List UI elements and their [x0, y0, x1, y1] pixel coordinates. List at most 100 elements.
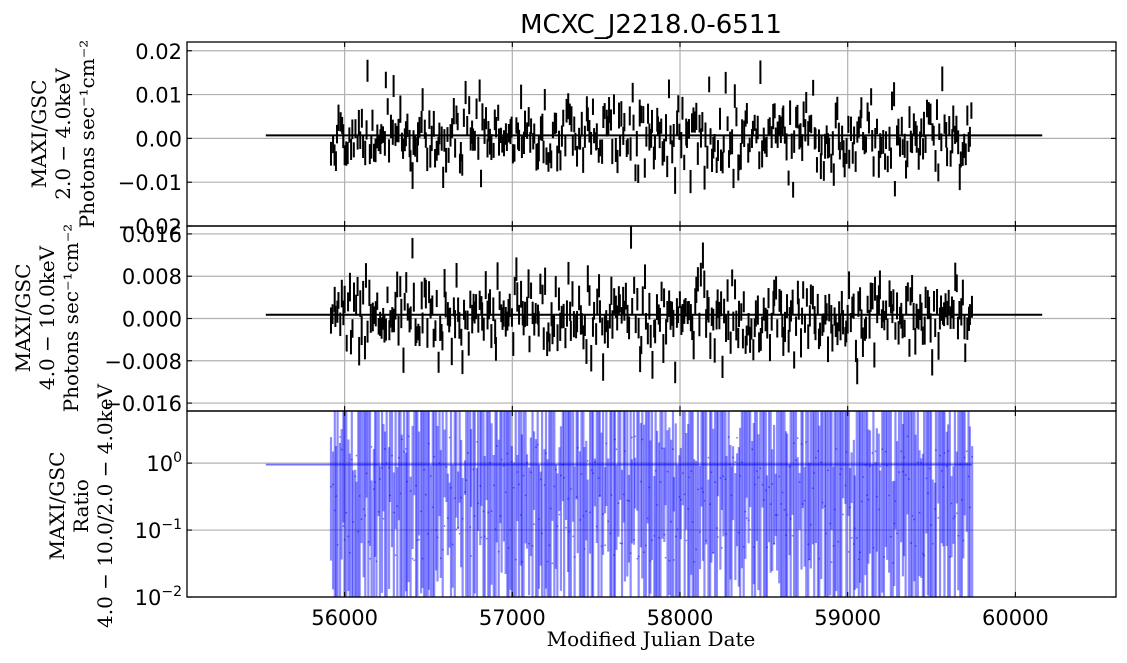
ratio-data-point — [960, 498, 963, 501]
hard-band-ylabel-line-1: MAXI/GSC — [11, 264, 35, 373]
ratio-data-point — [857, 558, 860, 561]
ratio-data-point — [791, 534, 794, 537]
ratio-data-point — [930, 524, 932, 527]
ratio-data-point — [763, 499, 765, 501]
ratio-data-point — [962, 539, 965, 542]
ratio-data-point — [565, 526, 567, 529]
ratio-data-point — [879, 465, 882, 468]
ratio-data-point — [448, 436, 451, 439]
ratio-data-point — [889, 535, 892, 538]
ratio-data-point — [853, 527, 856, 530]
ratio-data-point — [837, 540, 840, 543]
hard-band-panel: 0.016 0.008 0.000 −0.008 −0.016 MAXI/GSC 4.0… — [11, 223, 1117, 416]
ratio-data-point — [967, 475, 970, 478]
ratio-data-point — [811, 487, 814, 490]
ratio-data-point — [382, 517, 385, 520]
ratio-data-point — [538, 518, 540, 521]
ratio-data-point — [741, 461, 743, 464]
ratio-data-point — [614, 438, 616, 441]
ratio-data-point — [874, 450, 877, 453]
ratio-data-point — [935, 449, 937, 452]
ratio-data-point — [433, 455, 436, 458]
ratio-data-point — [533, 523, 535, 526]
ratio-data-point — [709, 503, 712, 506]
ratio-y-tick-label: 10−1 — [135, 517, 182, 543]
ratio-data-point — [877, 508, 880, 511]
ratio-data-point — [849, 506, 851, 509]
ratio-data-point — [795, 459, 797, 462]
ratio-data-point — [807, 543, 810, 546]
hard-band-y-tick-label: 0.008 — [122, 265, 182, 289]
ratio-data-point — [551, 562, 554, 565]
hard-band-y-axis-label: MAXI/GSC 4.0 − 10.0keV Photons sec⁻¹cm⁻² — [11, 224, 83, 413]
soft-band-y-tick-label: 0.01 — [135, 84, 182, 108]
ratio-data-point — [643, 551, 646, 554]
ratio-data-point — [847, 550, 850, 553]
ratio-data-point — [460, 496, 463, 499]
ratio-data-point — [830, 561, 833, 564]
ratio-data-point — [529, 471, 532, 474]
ratio-data-point — [418, 538, 420, 541]
ratio-data-point — [651, 539, 653, 542]
ratio-data-point — [757, 476, 760, 479]
ratio-data-point — [369, 557, 371, 560]
ratio-data-point — [624, 450, 626, 453]
ratio-data-point — [589, 511, 591, 514]
ratio-data-point — [891, 562, 894, 564]
ratio-data-point — [691, 521, 694, 523]
ratio-data-point — [473, 515, 476, 517]
ratio-data-point — [769, 503, 772, 506]
ratio-data-point — [582, 514, 585, 517]
ratio-data-point — [937, 516, 940, 519]
ratio-data-point — [641, 438, 644, 441]
ratio-data-point — [392, 511, 395, 514]
ratio-data-point — [948, 555, 951, 558]
ratio-data-point — [693, 560, 696, 563]
ratio-data-point — [483, 535, 486, 538]
ratio-data-point — [556, 525, 559, 528]
ratio-data-point — [898, 471, 900, 474]
ratio-data-point — [500, 458, 503, 461]
ratio-data-point — [931, 542, 934, 545]
ratio-data-point — [875, 495, 878, 498]
ratio-data-point — [482, 510, 485, 513]
ratio-data-point — [541, 532, 543, 535]
ratio-data-point — [908, 478, 910, 480]
ratio-data-point — [457, 526, 460, 529]
ratio-data-point — [920, 461, 923, 464]
ratio-data-point — [535, 446, 537, 449]
ratio-data-point — [727, 436, 730, 438]
ratio-data-point — [600, 545, 603, 548]
ratio-data-point — [403, 450, 405, 453]
ratio-data-point — [488, 461, 491, 464]
ratio-data-point — [605, 442, 608, 445]
ratio-data-point — [903, 456, 905, 459]
ratio-data-point — [801, 503, 804, 505]
ratio-data-point — [942, 486, 945, 488]
ratio-data-point — [385, 462, 388, 464]
ratio-data-point — [467, 452, 469, 454]
ratio-data-point — [345, 511, 348, 514]
ratio-data-point — [971, 455, 974, 458]
ratio-data-point — [725, 532, 728, 535]
ratio-data-point — [421, 557, 424, 560]
ratio-data-point — [739, 474, 742, 477]
ratio-data-point — [755, 470, 758, 472]
ratio-data-point — [855, 537, 858, 539]
ratio-data-point — [626, 499, 629, 502]
ratio-data-point — [330, 485, 332, 488]
ratio-data-point — [592, 472, 594, 475]
ratio-data-point — [548, 544, 551, 547]
ratio-data-point — [472, 468, 475, 471]
ratio-data-point — [377, 510, 380, 513]
ratio-data — [265, 411, 974, 597]
hard-band-y-tick-label: −0.008 — [104, 350, 182, 374]
ratio-data-point — [761, 483, 764, 486]
hard-band-data — [265, 226, 1043, 385]
ratio-data-point — [469, 526, 472, 529]
ratio-data-point — [595, 525, 598, 528]
ratio-data-point — [347, 535, 350, 538]
ratio-data-point — [396, 505, 399, 508]
ratio-data-point — [904, 474, 907, 477]
